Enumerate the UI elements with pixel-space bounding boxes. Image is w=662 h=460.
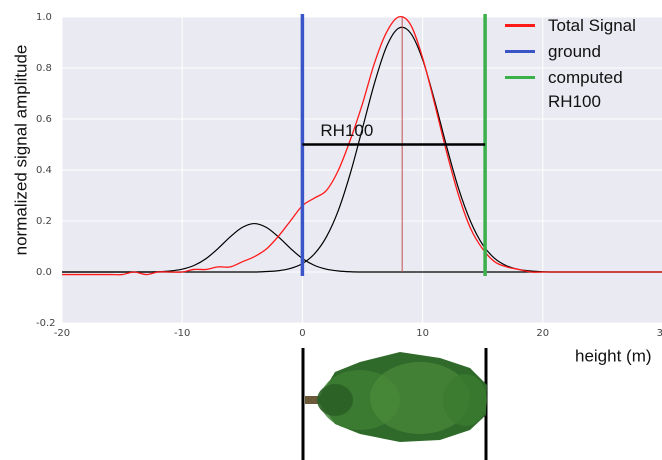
x-tick-label: -10 <box>174 328 190 339</box>
y-tick-label: 1.0 <box>36 12 52 23</box>
y-axis-label: normalized signal amplitude <box>11 45 30 256</box>
legend-label: computed RH100 <box>548 68 623 111</box>
y-tick-label: 0.2 <box>36 216 52 227</box>
legend-entry: ground <box>505 40 648 64</box>
x-tick-label: -20 <box>54 328 70 339</box>
signal-line <box>62 16 662 276</box>
legend-entry: Total Signal <box>505 14 648 38</box>
legend-swatch <box>505 24 535 27</box>
x-tick-label: 10 <box>416 328 429 339</box>
x-tick-label: 30 <box>657 328 662 339</box>
tree-illustration <box>301 348 488 460</box>
legend: Total Signal ground computed RH100 <box>505 14 648 116</box>
marks: RH100 <box>62 14 662 276</box>
x-tick-label: 20 <box>536 328 549 339</box>
legend-label: Total Signal <box>548 16 636 35</box>
y-tick-label: 0.4 <box>36 165 52 176</box>
x-tick-label: 0 <box>299 328 305 339</box>
legend-swatch <box>505 76 535 79</box>
legend-label: ground <box>548 42 601 61</box>
x-axis-label: height (m) <box>575 346 652 365</box>
y-tick-label: 0.0 <box>36 267 52 278</box>
legend-entry: computed RH100 <box>505 66 648 114</box>
rh100-label: RH100 <box>320 121 373 140</box>
y-tick-label: 0.6 <box>36 114 52 125</box>
y-tick-label: 0.8 <box>36 63 52 74</box>
y-tick-label: -0.2 <box>36 318 56 329</box>
legend-swatch <box>505 50 535 53</box>
